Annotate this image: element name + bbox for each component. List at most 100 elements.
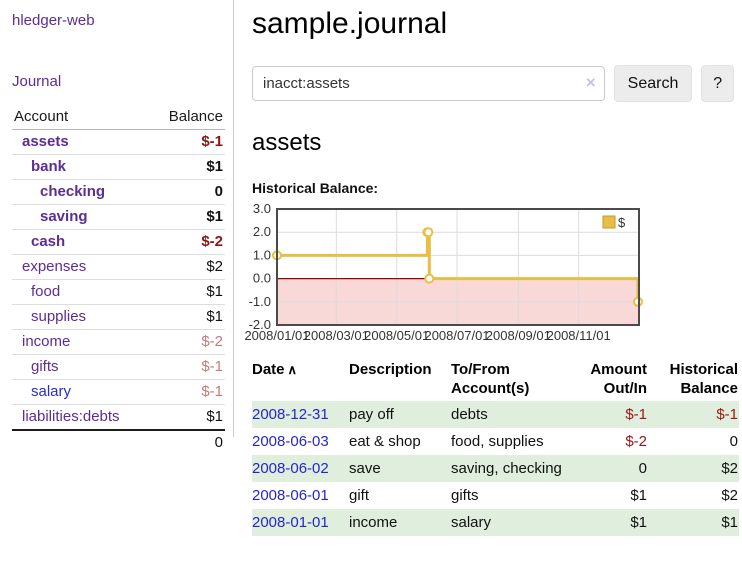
account-balance: $1 [150,404,225,431]
account-row: liabilities:debts $1 [12,404,225,431]
y-tick-label: 3.0 [253,203,271,216]
account-row: food $1 [12,279,225,305]
account-row: supplies $1 [12,304,225,330]
legend-swatch [602,215,616,229]
data-point-marker [423,227,434,238]
transaction-date-link[interactable]: 2008-01-01 [252,514,329,531]
y-tick-label: 1.0 [253,247,271,262]
sidebar-account-link-cash[interactable]: cash [31,233,66,250]
account-balance: $1 [150,279,225,305]
transaction-row: 2008-06-03 eat & shop food, supplies $-2 0 [252,428,739,455]
amount-cell: $2 [721,487,738,504]
text-cell: eat & shop [349,433,421,450]
legend-label: $ [618,215,626,230]
sidebar-account-link-checking[interactable]: checking [40,183,106,200]
account-row: gifts $-1 [12,354,225,380]
sidebar-account-link-saving[interactable]: saving [40,208,88,225]
account-balance: $1 [150,204,225,230]
account-row: bank $1 [12,154,225,180]
search-form: × Search ? [252,65,734,102]
account-heading: assets [252,129,322,156]
x-tick-label: 2008/09/01 [486,328,551,343]
accounts-total-row: 0 [12,429,225,455]
register-header-row: Date ∧ Description To/From Account(s) Amou… [252,358,739,401]
sidebar-item-journal[interactable]: Journal [12,73,62,90]
amount-cell: 0 [577,455,648,482]
amount-cell: $1 [577,509,648,536]
text-cell: save [349,455,451,482]
account-balance: $-1 [150,129,225,155]
account-row: cash $-2 [12,229,225,255]
account-balance: $-2 [150,329,225,355]
sidebar: hledger-web Journal Account Balance asse… [0,0,234,455]
transaction-date-link[interactable]: 2008-06-02 [252,460,329,477]
account-balance: $-2 [150,229,225,255]
x-tick-label: 2008/07/01 [424,328,489,343]
transaction-date-link[interactable]: 2008-06-03 [252,433,329,450]
y-tick-label: -2.0 [249,317,271,332]
transaction-row: 2008-06-01 gift gifts $1 $2 [252,482,739,509]
amount-column-header: Amount Out/In [590,361,647,397]
sidebar-account-link-food[interactable]: food [31,283,61,300]
balance-column-header: Balance [150,105,225,130]
transaction-date-link[interactable]: 2008-12-31 [252,406,329,423]
account-balance: $2 [150,254,225,280]
amount-cell: $-1 [648,401,739,428]
clear-search-icon[interactable]: × [585,73,596,92]
app-brand-link[interactable]: hledger-web [12,12,95,29]
sidebar-account-link-salary[interactable]: salary [31,383,72,400]
sort-asc-icon: ∧ [287,362,298,377]
amount-cell: $1 [648,509,739,536]
y-tick-label: 2.0 [253,224,271,239]
text-cell: debts [451,401,577,428]
sidebar-account-link-expenses[interactable]: expenses [22,258,87,275]
account-row: assets $-1 [12,129,225,155]
x-tick-label: 2008/03/01 [304,328,369,343]
amount-cell: $1 [630,487,647,504]
register-table: Date ∧ Description To/From Account(s) Amou… [252,358,739,536]
account-balance: $-1 [150,354,225,380]
account-balance: $1 [150,154,225,180]
amount-cell: $-1 [577,401,648,428]
account-row: saving $1 [12,204,225,230]
account-balance: 0 [150,179,225,205]
sidebar-account-link-bank[interactable]: bank [31,158,67,175]
search-input-wrap: × [252,66,605,101]
account-row: income $-2 [12,329,225,355]
account-row: salary $-1 [12,379,225,405]
text-cell: saving, checking [451,455,577,482]
accounts-table: Account Balance assets $-1 bank $1 checking 0… [12,105,225,455]
help-button[interactable]: ? [701,65,734,102]
description-column-header: Description [349,361,432,378]
balance-column-header: Historical Balance [669,361,738,397]
accounts-total-value: 0 [150,429,225,455]
sidebar-account-link-liabilities-debts[interactable]: liabilities:debts [22,408,120,425]
text-cell: food, supplies [451,433,544,450]
chart-title: Historical Balance: [252,180,379,196]
text-cell: pay off [349,401,451,428]
text-cell: gift [349,487,370,504]
text-cell: salary [451,509,577,536]
x-tick-label: 2008/05/01 [364,328,429,343]
date-column-header[interactable]: Date ∧ [252,361,298,378]
transaction-row: 2008-12-31 pay off debts $-1 $-1 [252,401,739,428]
search-button[interactable]: Search [613,65,693,102]
amount-cell: $-2 [625,433,647,450]
page-title: sample.journal [252,7,448,40]
sidebar-account-link-gifts[interactable]: gifts [31,358,59,375]
account-balance: $-1 [150,379,225,405]
historical-balance-chart: 3.0 2.0 1.0 0.0 -1.0 -2.02008/01/012008/03/01… [244,203,644,343]
y-tick-label: -1.0 [249,294,271,309]
transaction-row: 2008-01-01 income salary $1 $1 [252,509,739,536]
transaction-date-link[interactable]: 2008-06-01 [252,487,329,504]
x-tick-label: 2008/11/01 [547,328,611,343]
account-row: expenses $2 [12,254,225,280]
accounts-column-header: To/From Account(s) [451,361,530,397]
sidebar-account-link-income[interactable]: income [22,333,71,350]
plot-border [276,208,640,326]
text-cell: gifts [451,487,479,504]
text-cell: income [349,509,451,536]
sidebar-account-link-assets[interactable]: assets [22,133,69,150]
sidebar-account-link-supplies[interactable]: supplies [31,308,87,325]
search-input[interactable] [252,66,605,101]
